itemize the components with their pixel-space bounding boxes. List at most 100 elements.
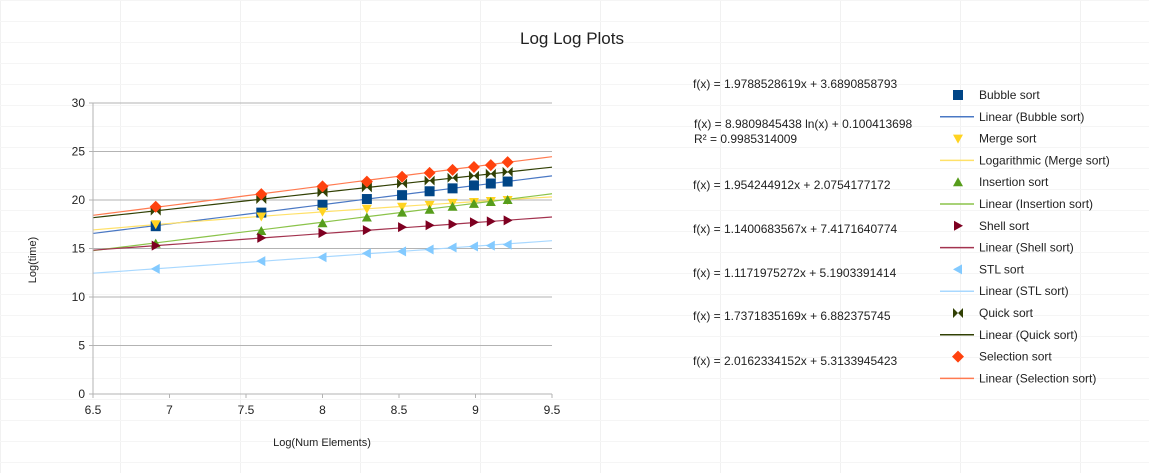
data-point xyxy=(502,176,513,187)
data-point xyxy=(502,166,513,177)
data-point xyxy=(150,263,160,274)
trendline-equation: f(x) = 1.1400683567x + 7.4171640774 xyxy=(693,222,897,236)
data-point xyxy=(468,241,478,252)
chart-title: Log Log Plots xyxy=(520,29,624,48)
y-axis-label: Log(time) xyxy=(27,237,39,283)
legend-entry: Merge sort xyxy=(979,132,1037,146)
data-point xyxy=(502,239,512,250)
data-point xyxy=(448,219,458,230)
data-point xyxy=(318,227,328,238)
axes: 0 5 10 15 20 25 30 6.5 7 7.5 8 8.5 9 9.5 xyxy=(72,96,561,417)
legend-entry: STL sort xyxy=(979,262,1025,276)
data-point xyxy=(398,222,408,233)
data-point xyxy=(361,194,372,205)
data-point xyxy=(484,159,497,172)
legend-entry: Shell sort xyxy=(979,219,1030,233)
x-tick-label: 8 xyxy=(319,403,326,417)
data-point xyxy=(317,199,328,210)
data-point xyxy=(397,190,408,201)
data-point xyxy=(396,170,409,183)
trendline-equation: f(x) = 8.9809845438 ln(x) + 0.100413698 xyxy=(694,117,912,131)
data-point xyxy=(447,242,457,253)
data-point xyxy=(256,212,267,222)
data-point xyxy=(953,264,962,275)
data-point xyxy=(149,200,162,213)
y-tick-label: 5 xyxy=(78,339,85,353)
trendline-equation: f(x) = 1.954244912x + 2.0754177172 xyxy=(693,178,891,192)
data-point xyxy=(424,186,435,197)
data-point xyxy=(503,215,513,226)
data-point xyxy=(485,178,496,189)
data-point xyxy=(397,246,407,257)
legend-entry: Quick sort xyxy=(979,306,1034,320)
legend: Bubble sort Linear (Bubble sort) Merge sor… xyxy=(940,88,1110,385)
y-tick-label: 0 xyxy=(78,387,85,401)
trendline-equations: f(x) = 1.9788528619x + 3.6890858793 f(x) … xyxy=(693,77,912,368)
x-tick-label: 8.5 xyxy=(391,403,408,417)
data-point xyxy=(397,202,408,212)
data-point xyxy=(953,134,963,144)
trendline-equation: f(x) = 2.0162334152x + 5.3133945423 xyxy=(693,354,897,368)
x-tick-label: 7 xyxy=(166,403,173,417)
data-point xyxy=(468,170,479,181)
data-point xyxy=(397,207,408,217)
data-point xyxy=(425,220,435,231)
data-point xyxy=(468,198,479,208)
y-tick-label: 20 xyxy=(72,193,86,207)
data-point xyxy=(256,226,267,236)
y-tick-label: 10 xyxy=(72,290,86,304)
data-point xyxy=(151,240,161,251)
trendline-equation: f(x) = 1.7371835169x + 6.882375745 xyxy=(693,309,891,323)
y-tick-label: 30 xyxy=(72,96,86,110)
data-point xyxy=(953,308,963,318)
data-point xyxy=(360,175,373,188)
data-point xyxy=(423,166,436,179)
data-point xyxy=(397,178,408,189)
data-point xyxy=(257,232,267,243)
data-point xyxy=(316,180,329,193)
data-point xyxy=(317,218,328,228)
data-point xyxy=(150,220,161,230)
data-point xyxy=(361,212,372,222)
x-tick-label: 9.5 xyxy=(544,403,561,417)
data-point xyxy=(424,204,435,214)
data-point xyxy=(361,204,372,214)
legend-entry: Linear (Quick sort) xyxy=(979,328,1078,342)
data-points xyxy=(149,156,514,274)
data-point xyxy=(953,177,963,187)
data-point xyxy=(501,156,514,169)
data-point xyxy=(447,172,458,183)
trendline-equation: f(x) = 1.9788528619x + 3.6890858793 xyxy=(693,77,897,91)
data-point xyxy=(467,161,480,174)
data-point xyxy=(255,188,268,201)
legend-entry: Linear (Insertion sort) xyxy=(979,197,1093,211)
legend-entry: Linear (STL sort) xyxy=(979,284,1069,298)
data-point xyxy=(485,196,496,206)
x-tick-label: 6.5 xyxy=(85,403,102,417)
data-point xyxy=(469,217,479,228)
legend-entry: Insertion sort xyxy=(979,175,1049,189)
y-tick-label: 25 xyxy=(72,145,86,159)
legend-entry: Linear (Bubble sort) xyxy=(979,110,1084,124)
data-point xyxy=(486,216,496,227)
data-point xyxy=(361,248,371,259)
legend-entry: Bubble sort xyxy=(979,88,1040,102)
data-point xyxy=(317,207,328,217)
data-point xyxy=(424,244,434,255)
data-point xyxy=(446,163,459,176)
legend-entry: Linear (Selection sort) xyxy=(979,371,1096,385)
x-axis-label: Log(Num Elements) xyxy=(273,437,371,449)
x-tick-label: 9 xyxy=(472,403,479,417)
data-point xyxy=(468,180,479,191)
x-tick-label: 7.5 xyxy=(238,403,255,417)
r-squared-label: R² = 0.9985314009 xyxy=(694,132,797,146)
data-point xyxy=(952,350,964,363)
legend-entry: Logarithmic (Merge sort) xyxy=(979,153,1110,167)
data-point xyxy=(485,168,496,179)
data-point xyxy=(502,195,513,204)
data-point xyxy=(256,256,266,267)
data-point xyxy=(362,225,372,236)
y-tick-label: 15 xyxy=(72,242,86,256)
trendline-equation: f(x) = 1.1171975272x + 5.1903391414 xyxy=(693,266,897,280)
